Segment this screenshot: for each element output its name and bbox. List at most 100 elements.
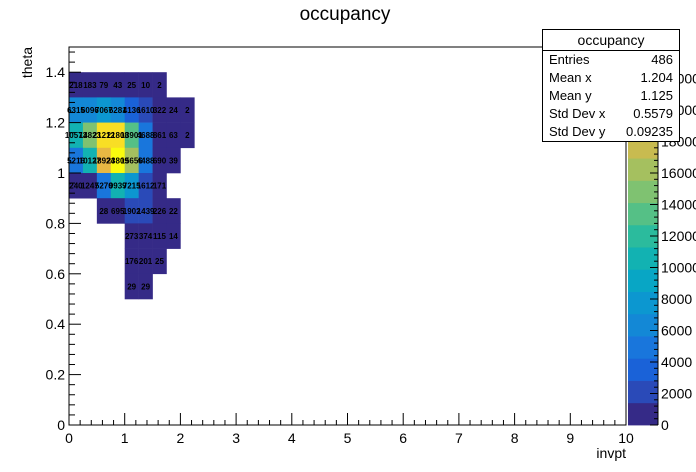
color-scale-step	[628, 380, 658, 404]
y-tick-label: 0.8	[46, 215, 66, 231]
heatmap-cell	[138, 72, 153, 98]
heatmap-cell	[82, 147, 98, 174]
heatmap-cell	[110, 72, 125, 98]
statistics-value: 1.204	[640, 70, 673, 85]
cell-value-label: 374	[139, 232, 153, 241]
cell-value-label: 2	[185, 131, 190, 140]
heatmap-cell	[82, 72, 98, 98]
y-tick-label: 1	[57, 165, 65, 181]
heatmap-cell	[152, 122, 167, 149]
cell-value-label: 7215	[123, 182, 141, 191]
heatmap-cell	[152, 223, 167, 249]
x-tick-label: 6	[399, 430, 407, 446]
cell-value-label: 10	[141, 81, 150, 90]
heatmap-cell	[96, 198, 112, 224]
heatmap-cell	[152, 147, 167, 174]
statistics-value: 0.09235	[626, 124, 673, 139]
cell-value-label: 23809	[107, 156, 130, 165]
color-scale-step	[628, 180, 658, 204]
cell-value-label: 322	[153, 106, 167, 115]
heatmap-cell	[124, 223, 139, 249]
heatmap-cell	[96, 97, 112, 123]
x-tick-label: 5	[344, 430, 352, 446]
heatmap-cell	[124, 273, 139, 300]
cell-value-label: 5216	[67, 156, 85, 165]
cell-value-label: 1902	[123, 207, 141, 216]
heatmap-cell-labels: 218 183 79 43 25 10 26315609670676281413616103…	[65, 81, 190, 292]
heatmap-cell	[138, 122, 153, 149]
statistics-label: Entries	[549, 52, 590, 67]
heatmap-cell	[152, 248, 167, 275]
heatmap-cell	[69, 97, 84, 123]
cell-value-label: 861	[153, 131, 167, 140]
x-tick-label: 10	[618, 430, 634, 446]
color-scale-step	[628, 202, 658, 226]
statistics-value: 1.125	[640, 88, 673, 103]
heatmap-cell	[152, 173, 167, 199]
cell-value-label: 115	[153, 232, 166, 241]
cell-value-label: 6281	[109, 106, 127, 115]
heatmap-cell	[124, 173, 139, 199]
y-tick-label: 0.4	[46, 316, 66, 332]
cell-value-label: 183	[83, 81, 97, 90]
heatmap-cell	[82, 173, 98, 199]
cell-value-label: 43	[113, 81, 122, 90]
heatmap-cell	[96, 173, 112, 199]
statistics-row: Std Dev x 0.5579	[543, 105, 679, 123]
color-scale-tick-label: 10000	[661, 260, 696, 276]
heatmap-cell	[138, 147, 153, 174]
cell-value-label: 6315	[67, 106, 85, 115]
cell-value-label: 1247	[81, 182, 99, 191]
heatmap-cell	[180, 97, 195, 123]
cell-value-label: 1610	[137, 106, 155, 115]
cell-value-label: 22	[169, 207, 178, 216]
y-tick-label: 0.6	[46, 266, 66, 282]
cell-value-label: 13901	[121, 131, 144, 140]
color-scale-tick-label: 6000	[661, 323, 692, 339]
heatmap-cell	[124, 248, 139, 275]
cell-value-label: 2	[185, 106, 190, 115]
x-tick-label: 8	[511, 430, 519, 446]
cell-value-label: 171	[153, 182, 167, 191]
color-scale-step	[628, 224, 658, 248]
heatmap-cell	[180, 122, 195, 149]
cell-value-label: 4688	[137, 131, 155, 140]
x-tick-label: 2	[177, 430, 185, 446]
heatmap-cell	[138, 97, 153, 123]
heatmap-cell	[110, 97, 125, 123]
heatmap-cell	[110, 173, 125, 199]
y-axis: 0 0.2 0.4 0.6 0.8 1 1.2 1.4	[46, 51, 81, 433]
cell-value-label: 24	[169, 106, 178, 115]
heatmap-cell	[138, 223, 153, 249]
cell-value-label: 1612	[137, 182, 155, 191]
x-axis: 0 1 2 3 4 5 6 7 8 9 10	[65, 413, 634, 446]
cell-value-label: 4488	[137, 156, 155, 165]
cell-value-label: 39	[169, 156, 178, 165]
cell-value-label: 21212	[93, 131, 116, 140]
y-tick-label: 0	[57, 417, 65, 433]
cell-value-label: 218	[69, 81, 83, 90]
statistics-row: Mean x 1.204	[543, 69, 679, 87]
heatmap-cell	[166, 223, 181, 249]
statistics-value: 0.5579	[633, 106, 673, 121]
color-scale-tick-label: 2000	[661, 386, 692, 402]
heatmap-cell	[124, 122, 139, 149]
y-tick-label: 1.2	[46, 115, 66, 131]
statistics-label: Mean x	[549, 70, 592, 85]
heatmap-cell	[138, 173, 153, 199]
x-tick-label: 9	[566, 430, 574, 446]
heatmap-cell	[152, 97, 167, 123]
cell-value-label: 4136	[123, 106, 141, 115]
cell-value-label: 14823	[79, 131, 102, 140]
heatmap-cell	[69, 147, 84, 174]
color-scale-step	[628, 269, 658, 292]
heatmap-cell	[96, 72, 112, 98]
heatmap-cell	[166, 122, 181, 149]
statistics-box: occupancy Entries 486 Mean x 1.204 Mean y 1.1…	[542, 29, 680, 142]
heatmap-cell	[166, 198, 181, 224]
heatmap-cell	[138, 198, 153, 224]
statistics-value: 486	[651, 52, 673, 67]
color-scale-tick-label: 0	[661, 417, 669, 433]
heatmap-cell	[110, 122, 125, 149]
color-scale-tick-label: 4000	[661, 354, 692, 370]
